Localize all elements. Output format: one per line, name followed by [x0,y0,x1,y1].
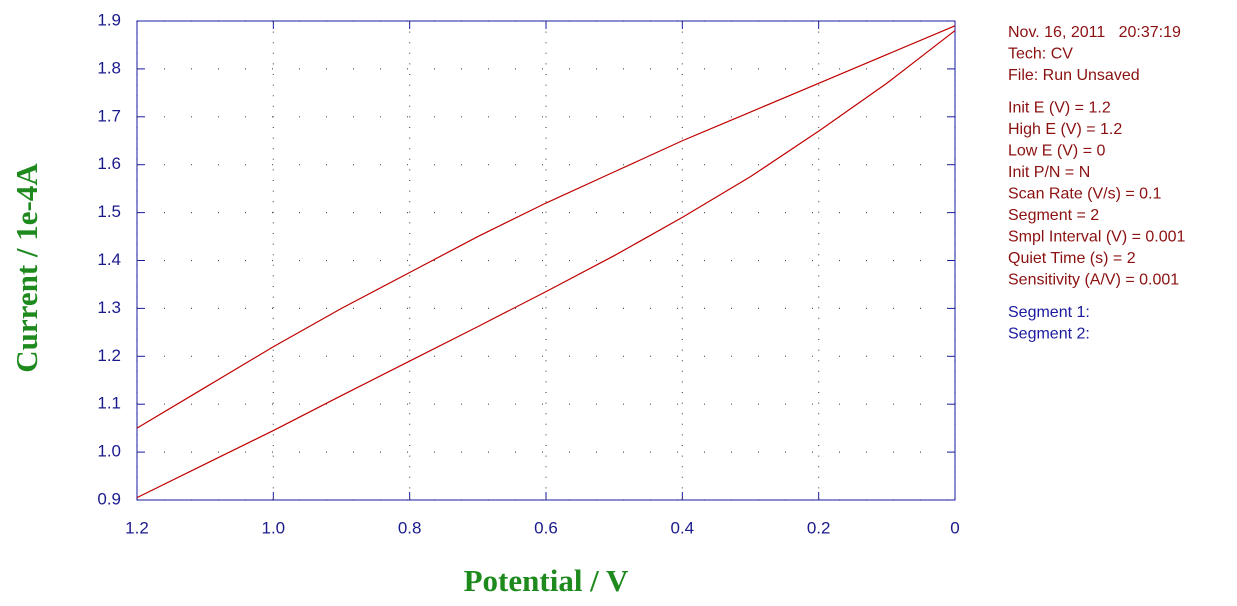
info-line: Quiet Time (s) = 2 [1008,250,1136,267]
info-line: Init E (V) = 1.2 [1008,100,1111,117]
y-tick-label: 1.1 [97,394,121,413]
y-tick-label: 1.2 [97,346,121,365]
info-line: Segment = 2 [1008,207,1099,224]
info-line: Scan Rate (V/s) = 0.1 [1008,186,1162,203]
x-tick-label: 1.0 [262,518,286,537]
info-line: Nov. 16, 2011 20:37:19 [1008,24,1181,41]
info-line: Smpl Interval (V) = 0.001 [1008,229,1186,246]
y-tick-label: 1.8 [97,58,121,77]
info-line: Init P/N = N [1008,164,1090,181]
y-tick-label: 1.3 [97,298,121,317]
y-tick-label: 1.6 [97,154,121,173]
x-tick-label: 0.8 [398,518,422,537]
info-line: Sensitivity (A/V) = 0.001 [1008,272,1179,289]
info-line: Tech: CV [1008,46,1073,63]
data-line [136,25,956,429]
legend-entry: Segment 2: [1008,326,1090,343]
y-tick-label: 1.0 [97,442,121,461]
y-tick-label: 0.9 [97,489,121,508]
x-tick-label: 0.6 [534,518,558,537]
x-tick-label: 0 [950,518,959,537]
y-tick-label: 1.4 [97,250,121,269]
y-tick-label: 1.7 [97,106,121,125]
x-tick-label: 0.2 [807,518,831,537]
legend-entry: Segment 1: [1008,304,1090,321]
data-line [136,30,956,499]
y-axis-title: Current / 1e-4A [9,163,44,373]
info-line: File: Run Unsaved [1008,67,1140,84]
plot-frame [136,20,956,501]
info-line: High E (V) = 1.2 [1008,121,1122,138]
x-tick-label: 1.2 [125,518,149,537]
x-axis-title: Potential / V [464,563,629,598]
y-tick-label: 1.9 [97,10,121,29]
info-line: Low E (V) = 0 [1008,143,1105,160]
x-tick-label: 0.4 [671,518,695,537]
y-tick-label: 1.5 [97,202,121,221]
